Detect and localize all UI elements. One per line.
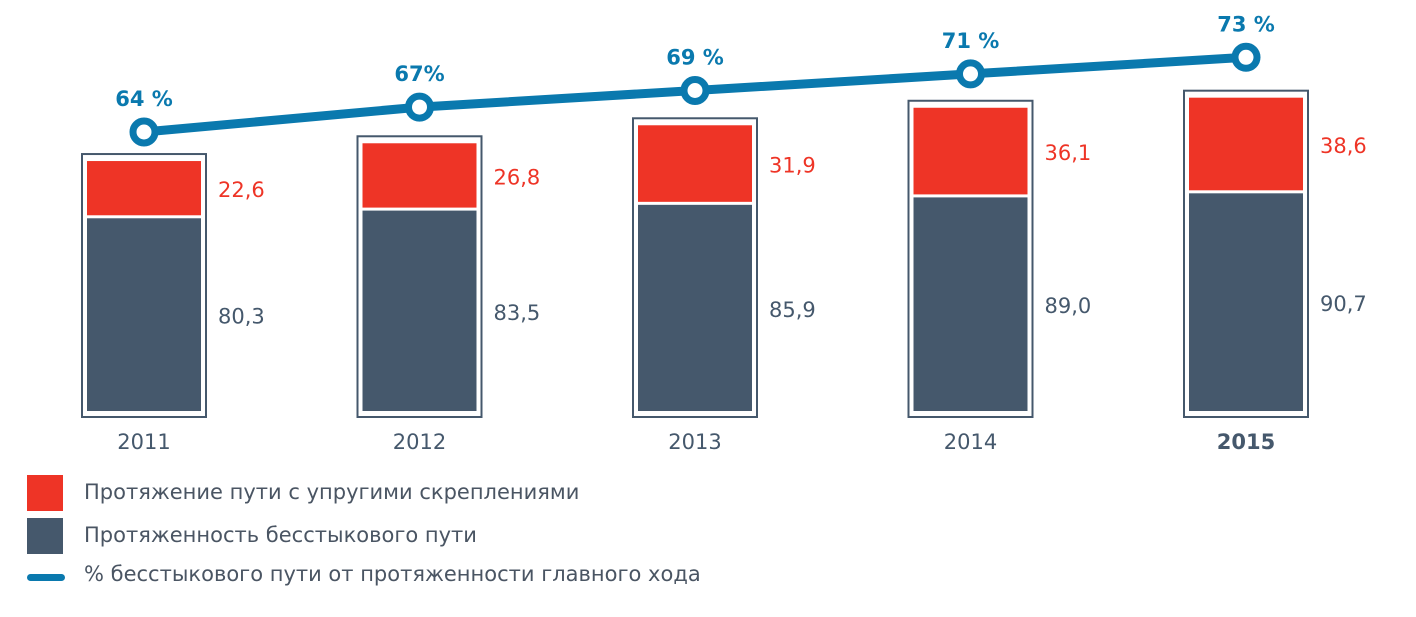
value-label-elastic: 26,8 <box>494 165 541 189</box>
percent-label: 73 % <box>1217 12 1275 36</box>
value-label-elastic: 38,6 <box>1320 134 1367 158</box>
category-label: 2013 <box>668 430 721 454</box>
bar-jointless <box>913 197 1028 411</box>
legend-item-jointless-track: Протяженность бесстыкового пути <box>27 518 787 558</box>
percent-point <box>956 59 985 89</box>
value-label-jointless: 85,9 <box>769 298 816 322</box>
legend-label: % бесстыкового пути от протяженности гла… <box>84 562 701 586</box>
bar-elastic <box>638 125 752 202</box>
bar-jointless <box>87 218 201 411</box>
percent-point <box>1231 42 1261 72</box>
bar-jointless <box>1189 193 1303 411</box>
value-label-jointless: 89,0 <box>1045 294 1092 318</box>
bar-elastic <box>1189 97 1303 191</box>
bar-elastic <box>87 161 201 216</box>
percent-label: 71 % <box>942 29 1000 53</box>
legend-swatch-red <box>27 475 63 511</box>
legend-item-elastic-fastenings: Протяжение пути с упругими скреплениями <box>27 472 787 512</box>
value-label-jointless: 83,5 <box>494 301 541 325</box>
legend-swatch-slate <box>27 518 63 554</box>
value-label-jointless: 90,7 <box>1320 292 1367 316</box>
percent-label: 69 % <box>666 46 724 70</box>
percent-point <box>680 76 710 105</box>
category-label: 2011 <box>117 430 170 454</box>
value-label-elastic: 36,1 <box>1045 141 1092 165</box>
legend-swatch-line <box>27 574 65 581</box>
percent-point <box>129 117 159 147</box>
value-label-elastic: 22,6 <box>218 178 265 202</box>
category-label: 2014 <box>944 430 997 454</box>
legend-label: Протяженность бесстыкового пути <box>84 523 477 547</box>
bar-jointless <box>638 204 752 411</box>
category-label: 2012 <box>393 430 446 454</box>
percent-label: 67% <box>394 62 444 86</box>
value-label-elastic: 31,9 <box>769 154 816 178</box>
legend-label: Протяжение пути с упругими скреплениями <box>84 480 580 504</box>
value-label-jointless: 80,3 <box>218 305 265 329</box>
bar-jointless <box>362 210 477 411</box>
bar-elastic <box>362 143 477 208</box>
percent-point <box>405 92 434 122</box>
bar-elastic <box>913 107 1028 195</box>
percent-label: 64 % <box>115 87 173 111</box>
legend-item-jointless-percent: % бесстыкового пути от протяженности гла… <box>27 560 787 600</box>
category-label: 2015 <box>1217 430 1275 454</box>
